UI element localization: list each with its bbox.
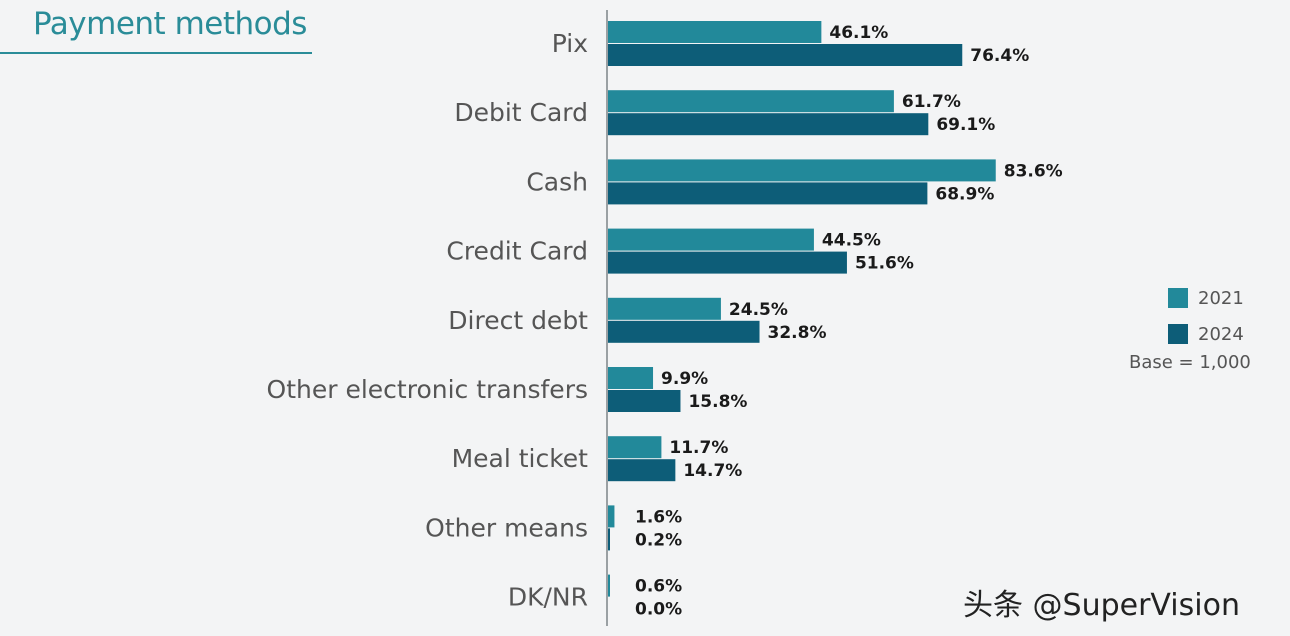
bar-2024-other-means (607, 528, 610, 551)
bar-2021-pix (607, 21, 822, 43)
bar-2024-credit-card (607, 251, 847, 274)
value-label-2024-meal-ticket: 14.7% (683, 461, 742, 481)
value-label-2024-cash: 68.9% (935, 184, 994, 204)
bar-2024-cash (607, 182, 928, 205)
value-label-2021-other-means: 1.6% (635, 507, 682, 527)
legend-item-2021: 2021 (1168, 280, 1244, 316)
value-label-2024-credit-card: 51.6% (855, 254, 914, 274)
bar-2021-dk-nr (607, 574, 610, 597)
bar-2024-meal-ticket (607, 459, 676, 482)
base-note: Base = 1,000 (1129, 352, 1251, 373)
bar-2021-other-electronic-transfers (607, 367, 654, 389)
value-label-2024-dk-nr: 0.0% (635, 600, 682, 620)
category-label-other-means: Other means (425, 513, 588, 542)
bar-2021-other-means (607, 505, 615, 528)
legend-label-2024: 2024 (1198, 323, 1244, 345)
legend-swatch-2024 (1168, 324, 1188, 344)
category-label-other-electronic-transfers: Other electronic transfers (267, 375, 588, 404)
bar-2021-cash (607, 159, 996, 182)
value-label-2021-debit-card: 61.7% (902, 92, 961, 112)
legend: 2021 2024 (1168, 280, 1244, 352)
category-label-meal-ticket: Meal ticket (452, 444, 589, 473)
value-label-2021-direct-debt: 24.5% (729, 300, 788, 320)
title-underline (0, 52, 312, 54)
category-label-debit-card: Debit Card (454, 98, 588, 127)
bar-2021-debit-card (607, 90, 894, 113)
value-label-2021-credit-card: 44.5% (822, 231, 881, 251)
legend-item-2024: 2024 (1168, 316, 1244, 352)
value-label-2021-other-electronic-transfers: 9.9% (661, 369, 708, 389)
bar-2021-direct-debt (607, 297, 721, 320)
chart-title: Payment methods (33, 6, 307, 42)
category-label-direct-debt: Direct debt (448, 306, 588, 335)
bar-2024-debit-card (607, 113, 929, 136)
category-label-cash: Cash (526, 167, 588, 196)
bar-2024-pix (607, 44, 963, 66)
value-label-2024-direct-debt: 32.8% (768, 323, 827, 343)
watermark: 头条 @SuperVision (963, 588, 1240, 623)
value-label-2021-cash: 83.6% (1004, 161, 1063, 181)
category-label-pix: Pix (552, 29, 588, 58)
value-label-2021-pix: 46.1% (829, 23, 888, 43)
bar-2021-meal-ticket (607, 436, 662, 459)
category-label-credit-card: Credit Card (446, 237, 588, 266)
value-label-2024-debit-card: 69.1% (936, 115, 995, 135)
legend-label-2021: 2021 (1198, 287, 1244, 309)
legend-swatch-2021 (1168, 288, 1188, 308)
value-label-2024-pix: 76.4% (970, 46, 1029, 66)
value-label-2021-meal-ticket: 11.7% (669, 438, 728, 458)
value-label-2024-other-electronic-transfers: 15.8% (688, 392, 747, 412)
category-label-dk-nr: DK/NR (508, 583, 588, 612)
value-label-2021-dk-nr: 0.6% (635, 577, 682, 597)
bar-2024-direct-debt (607, 320, 760, 343)
value-label-2024-other-means: 0.2% (635, 530, 682, 550)
bar-2024-other-electronic-transfers (607, 390, 681, 412)
bar-2021-credit-card (607, 228, 814, 251)
